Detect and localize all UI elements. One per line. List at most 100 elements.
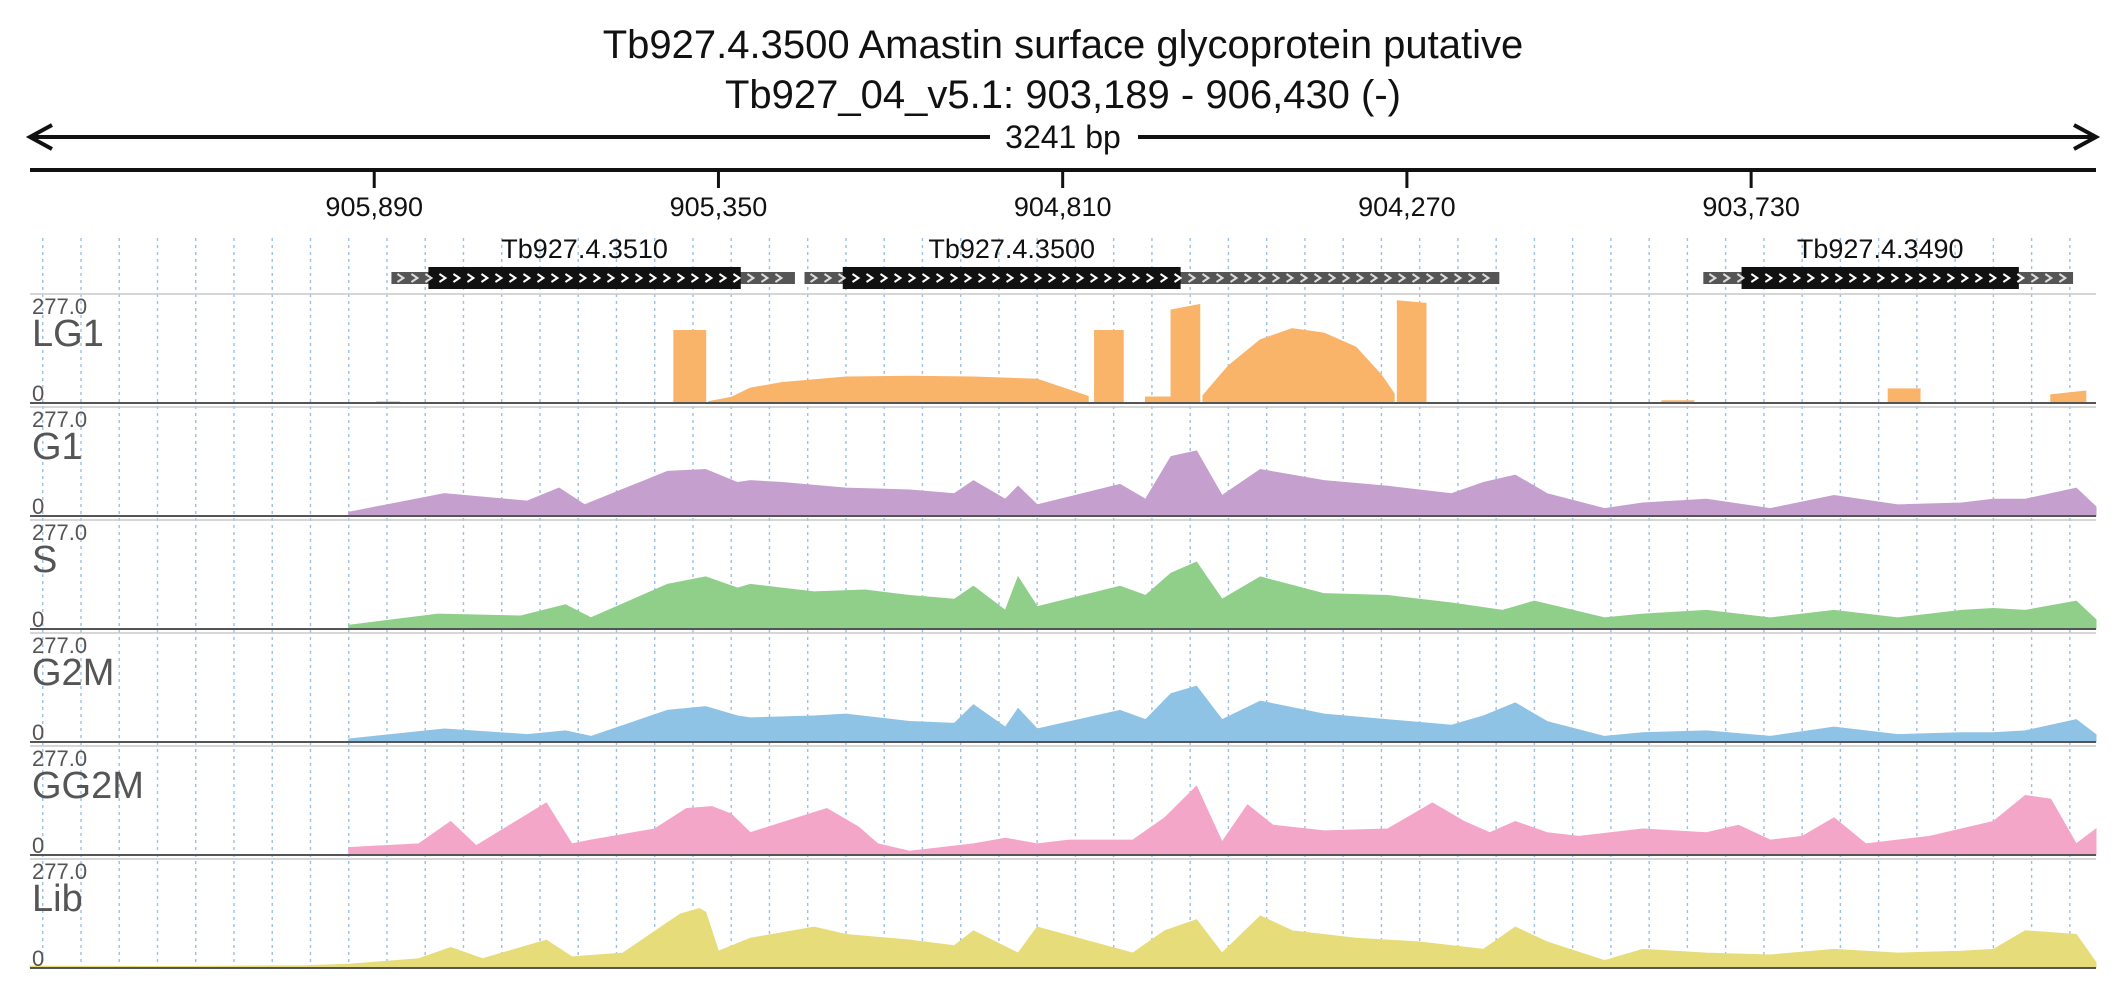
strand-chevron bbox=[879, 273, 889, 283]
span-label: 3241 bp bbox=[1005, 119, 1121, 155]
strand-chevron bbox=[718, 273, 728, 283]
x-tick-label: 905,350 bbox=[670, 192, 768, 222]
strand-chevron bbox=[1792, 273, 1802, 283]
strand-chevron bbox=[466, 273, 476, 283]
strand-chevron bbox=[1201, 273, 1211, 283]
x-tick-label: 903,730 bbox=[1702, 192, 1800, 222]
strand-chevron bbox=[760, 273, 770, 283]
gene-models: Tb927.4.3510 Tb927.4.3500 Tb927.4.3490 bbox=[391, 234, 2074, 289]
coverage-area bbox=[673, 329, 707, 404]
strand-chevron bbox=[1918, 273, 1928, 283]
coverage-area bbox=[1202, 328, 1395, 404]
strand-chevron bbox=[536, 273, 546, 283]
strand-chevron bbox=[620, 273, 630, 283]
coverage-tracks: 277.00LG1277.00G1277.00S277.00G2M277.00G… bbox=[29, 293, 2097, 971]
strand-chevron bbox=[452, 273, 462, 283]
gene-label: Tb927.4.3500 bbox=[928, 234, 1095, 264]
strand-chevron bbox=[1974, 273, 1984, 283]
strand-chevron bbox=[732, 273, 742, 283]
strand-chevron bbox=[1145, 273, 1155, 283]
track-min-label: 0 bbox=[32, 494, 44, 519]
strand-chevron bbox=[1806, 273, 1816, 283]
coverage-area bbox=[348, 561, 2097, 630]
strand-chevron bbox=[704, 273, 714, 283]
coverage-track: 277.0 0 S bbox=[30, 519, 2097, 632]
strand-chevron bbox=[1215, 273, 1225, 283]
track-min-label: 0 bbox=[32, 946, 44, 971]
strand-chevron bbox=[494, 273, 504, 283]
strand-chevron bbox=[1750, 273, 1760, 283]
coverage-area bbox=[1170, 303, 1201, 404]
strand-chevron bbox=[648, 273, 658, 283]
strand-chevron bbox=[1722, 273, 1732, 283]
figure-title: Tb927.4.3500 Amastin surface glycoprotei… bbox=[603, 23, 1524, 67]
coverage-area bbox=[348, 685, 2097, 743]
track-name-label: G1 bbox=[32, 426, 83, 468]
span-arrow-right-head bbox=[2073, 123, 2101, 151]
strand-chevron bbox=[949, 273, 959, 283]
strand-chevron bbox=[1075, 273, 1085, 283]
strand-chevron bbox=[1033, 273, 1043, 283]
track-min-label: 0 bbox=[32, 607, 44, 632]
gene-model: Tb927.4.3510 bbox=[391, 234, 795, 289]
track-name-label: LG1 bbox=[32, 313, 104, 355]
strand-chevron bbox=[1047, 273, 1057, 283]
strand-chevron bbox=[550, 273, 560, 283]
coverage-area bbox=[1396, 300, 1427, 404]
strand-chevron bbox=[1467, 273, 1477, 283]
track-name-label: S bbox=[32, 539, 57, 581]
strand-chevron bbox=[2058, 273, 2068, 283]
track-max-label: 277.0 bbox=[32, 859, 87, 884]
strand-chevron bbox=[1131, 273, 1141, 283]
strand-chevron bbox=[1355, 273, 1365, 283]
strand-chevron bbox=[837, 273, 847, 283]
track-max-label: 277.0 bbox=[32, 520, 87, 545]
coverage-area bbox=[2050, 390, 2087, 404]
track-name-label: Lib bbox=[32, 878, 83, 920]
strand-chevron bbox=[508, 273, 518, 283]
coverage-area bbox=[1094, 329, 1124, 404]
coverage-area bbox=[1887, 388, 1921, 404]
strand-chevron bbox=[2030, 273, 2040, 283]
gene-model: Tb927.4.3490 bbox=[1703, 234, 2074, 289]
strand-chevron bbox=[1708, 273, 1718, 283]
strand-chevron bbox=[1946, 273, 1956, 283]
strand-chevron bbox=[690, 273, 700, 283]
span-arrow: 3241 bp bbox=[25, 119, 2101, 155]
strand-chevron bbox=[1173, 273, 1183, 283]
coverage-track: 277.0 0 G1 bbox=[30, 406, 2097, 519]
coverage-area bbox=[348, 450, 2097, 517]
strand-chevron bbox=[823, 273, 833, 283]
strand-chevron bbox=[1005, 273, 1015, 283]
strand-chevron bbox=[438, 273, 448, 283]
strand-chevron bbox=[396, 273, 406, 283]
strand-chevron bbox=[1960, 273, 1970, 283]
strand-chevron bbox=[2002, 273, 2012, 283]
strand-chevron bbox=[893, 273, 903, 283]
strand-chevron bbox=[1313, 273, 1323, 283]
x-axis-ticks: 905,890 905,350 904,810 904,270 903,730 bbox=[325, 170, 1800, 222]
track-max-label: 277.0 bbox=[32, 294, 87, 319]
strand-chevron bbox=[2016, 273, 2026, 283]
figure-subtitle: Tb927_04_v5.1: 903,189 - 906,430 (-) bbox=[725, 73, 1401, 117]
strand-chevron bbox=[1397, 273, 1407, 283]
strand-chevron bbox=[1439, 273, 1449, 283]
strand-chevron bbox=[2044, 273, 2054, 283]
strand-chevron bbox=[1988, 273, 1998, 283]
strand-chevron bbox=[921, 273, 931, 283]
track-name-label: GG2M bbox=[32, 765, 144, 807]
strand-chevron bbox=[991, 273, 1001, 283]
strand-chevron bbox=[1778, 273, 1788, 283]
strand-chevron bbox=[1257, 273, 1267, 283]
strand-chevron bbox=[1453, 273, 1463, 283]
strand-chevron bbox=[1848, 273, 1858, 283]
strand-chevron bbox=[1834, 273, 1844, 283]
strand-chevron bbox=[1876, 273, 1886, 283]
strand-chevron bbox=[1299, 273, 1309, 283]
track-min-label: 0 bbox=[32, 720, 44, 745]
gene-label: Tb927.4.3490 bbox=[1797, 234, 1964, 264]
strand-chevron bbox=[1285, 273, 1295, 283]
strand-chevron bbox=[977, 273, 987, 283]
strand-chevron bbox=[578, 273, 588, 283]
